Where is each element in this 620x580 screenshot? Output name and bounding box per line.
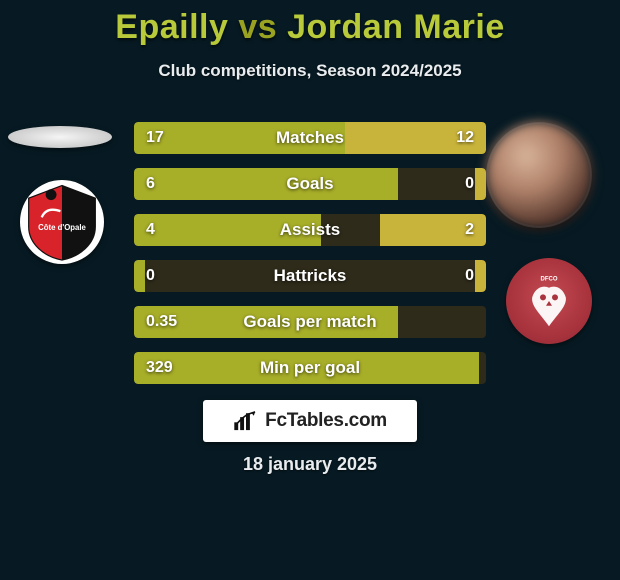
bar-right	[475, 168, 486, 200]
footer-date: 18 january 2025	[0, 454, 620, 475]
bar-left	[134, 214, 321, 246]
stats-list: Matches1712 Goals60 Assists42 Hattricks00 Go…	[0, 122, 620, 384]
source-text: FcTables.com	[265, 410, 387, 432]
bar-right	[345, 122, 486, 154]
bar-track	[134, 122, 486, 154]
fctables-logo-icon	[233, 410, 259, 432]
vs-label: vs	[238, 8, 277, 46]
bar-left	[134, 352, 479, 384]
player2-name: Jordan Marie	[287, 8, 505, 46]
bar-left	[134, 260, 145, 292]
player1-name: Epailly	[115, 8, 228, 46]
bar-left	[134, 306, 398, 338]
bar-left	[134, 122, 345, 154]
comparison-card: Epailly vs Jordan Marie Club competition…	[0, 0, 620, 580]
bar-right	[475, 260, 486, 292]
bar-track	[134, 168, 486, 200]
bar-left	[134, 168, 398, 200]
bar-track	[134, 260, 486, 292]
page-title: Epailly vs Jordan Marie	[0, 8, 620, 47]
stat-row: Hattricks00	[134, 260, 486, 292]
bar-right	[380, 214, 486, 246]
bar-track	[134, 352, 486, 384]
stat-row: Goals60	[134, 168, 486, 200]
stat-row: Goals per match0.35	[134, 306, 486, 338]
stat-row: Matches1712	[134, 122, 486, 154]
stat-row: Min per goal329	[134, 352, 486, 384]
source-badge: FcTables.com	[203, 400, 417, 442]
stat-row: Assists42	[134, 214, 486, 246]
bar-track	[134, 306, 486, 338]
subtitle: Club competitions, Season 2024/2025	[0, 61, 620, 81]
bar-track	[134, 214, 486, 246]
